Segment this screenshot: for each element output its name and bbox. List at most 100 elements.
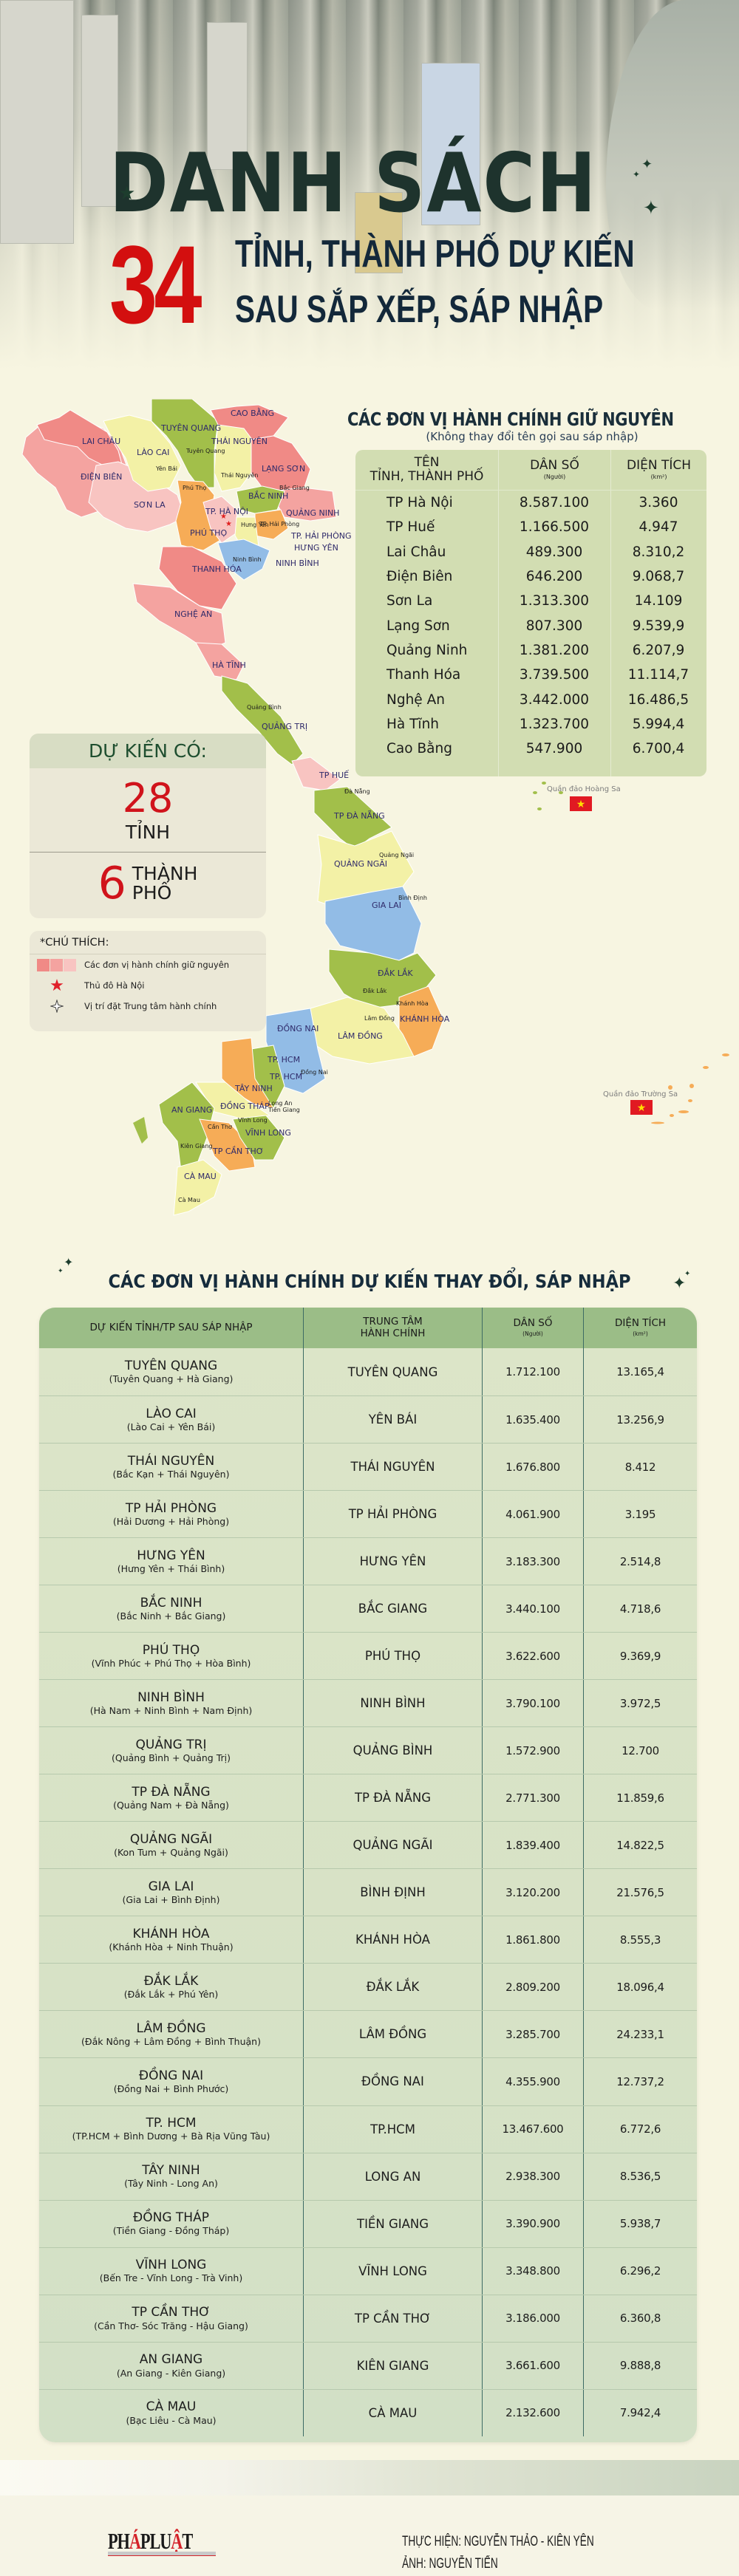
header-label: HÀNH CHÍNH — [360, 1327, 426, 1339]
merged-provinces: (Bắc Kạn + Thái Nguyên) — [112, 1468, 230, 1480]
area-value: 11.114,7 — [627, 667, 689, 683]
background-building — [81, 15, 118, 207]
admin-center-cell: LONG AN — [303, 2153, 482, 2200]
swatch — [64, 958, 76, 971]
admin-center-cell: KIÊN GIANG — [303, 2342, 482, 2389]
subtitle-line-1: TỈNH, THÀNH PHỐ DỰ KIẾN — [235, 233, 635, 276]
population-cell: 3.348.800 — [482, 2247, 583, 2295]
map-province-label: HÀ TĨNH — [212, 660, 246, 670]
province-name: TP Huế — [386, 519, 435, 536]
pink-swatches-icon — [30, 958, 84, 971]
map-province-label: TP. HCM — [268, 1055, 301, 1065]
logo-part: PH — [108, 2528, 130, 2554]
new-province-name: TP ĐÀ NẴNG — [132, 1784, 211, 1800]
area-value: 3.360 — [638, 495, 678, 511]
area-value: 14.109 — [634, 593, 683, 609]
footer: PHÁPLUẬT THỰC HIỆN: NGUYỄN THẢO - KIÊN Y… — [0, 2495, 739, 2576]
hero-banner: DANH SÁCH ★ ✦ ✦ ✦ 34 TỈNH, THÀNH PHỐ DỰ … — [0, 0, 739, 369]
area-cell: 24.233,1 — [583, 2011, 697, 2058]
admin-center: TIỀN GIANG — [356, 2216, 429, 2231]
population-cell: 3.186.000 — [482, 2295, 583, 2342]
summary-card: DỰ KIẾN CÓ: 28 TỈNH 6 THÀNH PHỐ — [30, 734, 266, 918]
population-value: 1.323.700 — [519, 716, 590, 732]
area-cell: 8.536,5 — [583, 2153, 697, 2200]
header-label: TỈNH, THÀNH PHỐ — [370, 469, 484, 484]
admin-center: VĨNH LONG — [358, 2264, 427, 2278]
area-value: 18.096,4 — [616, 1980, 664, 1994]
table-row: Cao Bằng 547.900 6.700,4 — [355, 737, 706, 761]
new-province-cell: HƯNG YÊN (Hưng Yên + Thái Bình) — [39, 1538, 303, 1585]
header-label: DỰ KIẾN TỈNH/TP SAU SÁP NHẬP — [89, 1321, 253, 1333]
admin-center: TP.HCM — [370, 2122, 415, 2136]
table-row: CÀ MAU (Bạc Liêu - Cà Mau) CÀ MAU 2.132.600… — [39, 2388, 697, 2436]
table-row: Hà Tĩnh 1.323.700 5.994,4 — [355, 712, 706, 737]
population-value: 4.061.900 — [505, 1507, 560, 1521]
population-cell: 2.809.200 — [482, 1964, 583, 2011]
new-province-name: ĐỒNG NAI — [138, 2068, 204, 2083]
new-province-name: QUẢNG NGÃI — [129, 1831, 213, 1847]
sparkle-icon: ✦ — [633, 169, 641, 180]
admin-center: HƯNG YÊN — [359, 1554, 426, 1569]
area-value: 9.369,9 — [619, 1649, 661, 1663]
four-point-star-icon — [30, 1000, 84, 1013]
population-cell: 3.440.100 — [482, 1585, 583, 1633]
sparkle-icon: ✦ — [643, 197, 659, 219]
admin-center: PHÚ THỌ — [364, 1649, 421, 1664]
new-province-cell: CÀ MAU (Bạc Liêu - Cà Mau) — [39, 2390, 303, 2436]
area-cell: 13.165,4 — [583, 1348, 697, 1396]
logo-wordmark: PHÁPLUẬT — [108, 2528, 193, 2554]
merged-provinces: (Gia Lai + Bình Định) — [122, 1894, 220, 1906]
new-province-name: QUẢNG TRỊ — [135, 1737, 207, 1752]
population-value: 1.635.400 — [505, 1412, 560, 1427]
admin-center-cell: TUYÊN QUANG — [303, 1348, 482, 1396]
province-name: Quảng Ninh — [386, 642, 468, 658]
sparkle-icon: ✦ — [641, 157, 653, 171]
logo-part: T — [182, 2528, 193, 2554]
hoang-sa-label: Quần đảo Hoàng Sa — [547, 785, 621, 793]
admin-center-cell: BẮC GIANG — [303, 1585, 482, 1633]
legend-label: Các đơn vị hành chính giữ nguyên — [84, 960, 230, 970]
admin-center: TP CẦN THƠ — [354, 2311, 432, 2326]
table-row: QUẢNG NGÃI (Kon Tum + Quảng Ngãi) QUẢNG NG… — [39, 1821, 697, 1869]
cities-label-line: THÀNH — [132, 862, 198, 884]
population-value: 3.183.300 — [505, 1554, 560, 1568]
admin-center-cell: TP.HCM — [303, 2105, 482, 2153]
new-province-name: THÁI NGUYÊN — [127, 1453, 215, 1469]
column-divider — [610, 491, 611, 776]
area-cell: 21.576,5 — [583, 1869, 697, 1916]
area-value: 16.486,5 — [627, 691, 689, 708]
table-row: KHÁNH HÒA (Khánh Hòa + Ninh Thuận) KHÁNH H… — [39, 1916, 697, 1964]
population-value: 3.442.000 — [519, 691, 590, 708]
admin-center-cell: KHÁNH HÒA — [303, 1916, 482, 1964]
area-cell: 18.096,4 — [583, 1964, 697, 2011]
merged-provinces: (Tây Ninh - Long An) — [124, 2178, 218, 2190]
merged-provinces: (Cần Thơ- Sóc Trăng - Hậu Giang) — [94, 2320, 248, 2331]
map-province-label: Đắk Lắk — [363, 988, 387, 994]
area-cell: 3.195 — [583, 1491, 697, 1538]
swatch — [37, 958, 50, 971]
population-value: 1.313.300 — [519, 593, 590, 609]
map-province-label: LAI CHÂU — [82, 437, 121, 446]
kept-units-title: CÁC ĐƠN VỊ HÀNH CHÍNH GIỮ NGUYÊN — [347, 409, 674, 430]
map-province-label: ĐẮK LẮK — [378, 968, 413, 978]
legend-item-kept: Các đơn vị hành chính giữ nguyên — [30, 954, 266, 975]
area-value: 4.947 — [638, 519, 678, 536]
column-divider — [498, 491, 499, 776]
population-cell: 3.622.600 — [482, 1633, 583, 1680]
table-row: TP HẢI PHÒNG (Hải Dương + Hải Phòng) TP HẢ… — [39, 1490, 697, 1538]
header-label: DIỆN TÍCH — [614, 1317, 667, 1330]
area-value: 11.859,6 — [616, 1791, 664, 1805]
population-value: 3.790.100 — [505, 1696, 560, 1710]
admin-center-cell: BÌNH ĐỊNH — [303, 1869, 482, 1916]
population-value: 13.467.600 — [502, 2122, 564, 2136]
area-cell: 12.737,2 — [583, 2058, 697, 2105]
header-area: DIỆN TÍCH (km²) — [583, 1308, 697, 1348]
population-value: 2.771.300 — [505, 1791, 560, 1805]
admin-center: ĐẮK LẮK — [366, 1980, 420, 1995]
population-value: 1.166.500 — [519, 519, 590, 536]
province-name: Nghệ An — [386, 691, 445, 708]
new-province-name: ĐẮK LẮK — [143, 1973, 199, 1989]
map-province-label: Long An — [268, 1100, 293, 1107]
svg-text:★: ★ — [225, 520, 232, 528]
map-province-label: Kiên Giang — [180, 1143, 213, 1149]
